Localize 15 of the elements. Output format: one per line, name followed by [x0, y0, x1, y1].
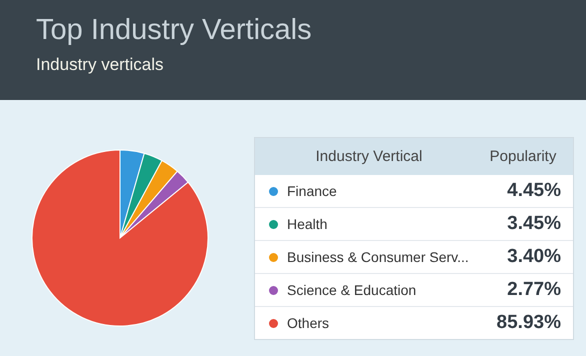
text: Popularity [488, 148, 558, 165]
chart-title: Top Industry Verticals [36, 13, 313, 47]
data-label: 3.40% [506, 246, 562, 268]
pie-slice [32, 150, 208, 326]
data-label: 2.77% [506, 279, 562, 301]
legend-title: Industry Vertical [314, 148, 424, 165]
legend-label: Science & Education [287, 282, 418, 298]
legend-label: Business & Consumer Serv... [287, 249, 469, 265]
data-label: 85.93% [496, 312, 562, 334]
chart-subtitle: Industry verticals [36, 55, 165, 75]
legend-label: Finance [287, 183, 338, 199]
data-label: 3.45% [506, 213, 562, 235]
legend-label: Health [287, 216, 328, 232]
legend-label: Others [287, 315, 330, 331]
data-label: 4.45% [506, 180, 562, 202]
